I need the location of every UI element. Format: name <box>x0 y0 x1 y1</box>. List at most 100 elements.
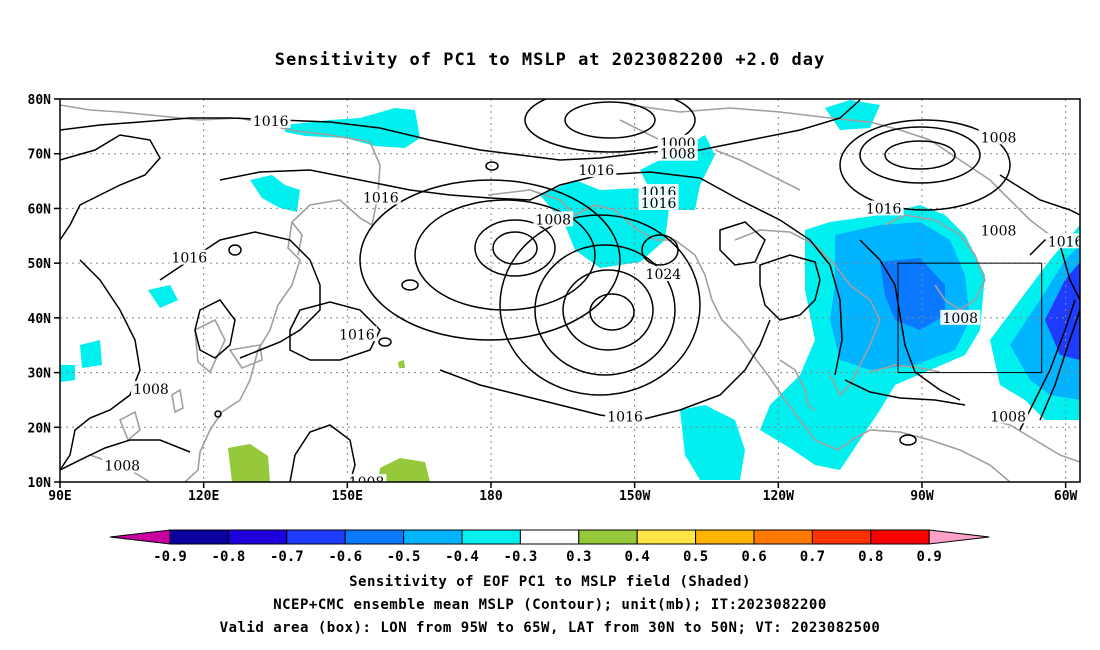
colorbar-label: 0.6 <box>741 549 766 565</box>
colorbar-label: -0.7 <box>270 549 304 565</box>
mslp-contours <box>60 99 1080 482</box>
grid-lines <box>60 99 1080 482</box>
contour-label: 1008 <box>990 409 1026 425</box>
contour-label-bg <box>978 129 1019 145</box>
contour-label-bg <box>533 211 574 227</box>
colorbar: -0.9 -0.8 -0.7 -0.6 -0.5 -0.4 -0.3 0.3 0.4 0.5 0.6… <box>109 529 990 565</box>
lon-label: 90W <box>910 489 934 504</box>
plot-frame <box>59 98 1081 483</box>
contour-label-bg <box>360 189 401 205</box>
lat-label: 10N <box>28 476 52 491</box>
colorbar-label: 0.8 <box>858 549 883 565</box>
caption-line-3: Valid area (box): LON from 95W to 65W, L… <box>219 620 881 636</box>
contour-label-bg <box>102 457 143 473</box>
shade-green-2 <box>378 458 430 482</box>
colorbar-segment <box>519 529 580 545</box>
contour-label-bg <box>940 309 981 325</box>
contour-label: 1008 <box>104 459 140 475</box>
colorbar-segment <box>636 529 697 545</box>
contour-label: 1008 <box>349 475 385 491</box>
shade-asia-cyan-3 <box>60 365 75 382</box>
lat-label: 80N <box>28 93 52 108</box>
contour-label-bg <box>1045 233 1080 249</box>
lon-label: 180 <box>479 489 503 504</box>
lon-label: 120W <box>763 489 794 504</box>
shade-siberia-cyan <box>250 175 300 212</box>
colorbar-segment <box>578 529 638 545</box>
contour-label-bg <box>130 380 171 396</box>
colorbar-label: -0.4 <box>445 549 479 565</box>
contour-label: 1008 <box>981 130 1017 146</box>
colorbar-segment <box>870 529 930 545</box>
colorbar-label: 0.7 <box>800 549 825 565</box>
shade-asia-cyan-2 <box>80 340 102 368</box>
contour-label: 1016 <box>253 114 289 130</box>
contour-label: 1024 <box>646 267 682 283</box>
contour-label-bg <box>978 222 1019 238</box>
colorbar-label: -0.6 <box>328 549 362 565</box>
contour-label: 1008 <box>535 212 571 228</box>
colorbar-label: -0.5 <box>387 549 421 565</box>
contour-label-bg <box>346 474 387 482</box>
caption-line-2: NCEP+CMC ensemble mean MSLP (Contour); u… <box>273 597 827 613</box>
colorbar-segment <box>811 529 872 545</box>
contour-label-bg <box>169 249 210 265</box>
longitude-labels: 90E 120E 150E 180 150W 120W 90W 60W <box>48 482 1078 504</box>
contour-label: 1016 <box>641 196 677 212</box>
contour-label: 1016 <box>339 327 375 343</box>
contour-label-bg <box>657 145 698 161</box>
contour-label-bg <box>576 162 617 178</box>
contour-label-bg <box>638 194 679 210</box>
colorbar-label: 0.3 <box>566 549 591 565</box>
lat-label: 40N <box>28 312 52 327</box>
contour-label: 1016 <box>607 409 643 425</box>
contour-label-bg <box>988 408 1029 424</box>
colorbar-label: -0.9 <box>153 549 187 565</box>
colorbar-segment <box>286 529 346 545</box>
contour-label: 1008 <box>981 223 1017 239</box>
colorbar-label: 0.9 <box>917 549 942 565</box>
lat-label: 60N <box>28 202 52 217</box>
colorbar-label: -0.8 <box>212 549 246 565</box>
colorbar-label: -0.3 <box>504 549 538 565</box>
caption-line-1: Sensitivity of EOF PC1 to MSLP field (Sh… <box>349 574 751 590</box>
latitude-labels: 80N 70N 60N 50N 40N 30N 20N 10N <box>28 93 60 491</box>
valid-area-box <box>897 262 1043 374</box>
lat-label: 70N <box>28 148 52 163</box>
lon-label: 150W <box>619 489 650 504</box>
contour-label-bg <box>336 326 377 342</box>
shade-na-deep <box>880 258 945 330</box>
contour-label: 1016 <box>1048 234 1084 250</box>
colorbar-segment <box>344 529 405 545</box>
shade-asia-cyan-1 <box>148 285 178 308</box>
contour-label-bg <box>605 408 646 424</box>
contour-label: 1016 <box>363 190 399 206</box>
colorbar-segment <box>461 529 521 545</box>
colorbar-label: 0.5 <box>683 549 708 565</box>
contour-label: 1016 <box>866 201 902 217</box>
shade-green-1 <box>228 444 270 482</box>
lat-label: 30N <box>28 367 52 382</box>
shade-mexico-cyan <box>680 405 745 480</box>
colorbar-segment <box>695 529 755 545</box>
contour-label-bg <box>643 266 684 282</box>
lon-label: 150E <box>332 489 363 504</box>
contour-label-bg <box>250 112 291 128</box>
contour-label: 1008 <box>133 382 169 398</box>
contour-label: 1008 <box>660 147 696 163</box>
lat-label: 50N <box>28 257 52 272</box>
contour-label: 1016 <box>579 163 615 179</box>
colorbar-segment <box>169 529 229 545</box>
lon-label: 90E <box>48 489 71 504</box>
colorbar-high-triangle <box>928 529 990 545</box>
shade-alaska-cyan <box>540 180 670 268</box>
colorbar-low-triangle <box>109 529 171 545</box>
contour-label: 1016 <box>171 251 207 267</box>
contour-label-bg <box>863 200 904 216</box>
colorbar-label: 0.4 <box>625 549 650 565</box>
colorbar-segment <box>403 529 463 545</box>
sensitivity-shading <box>60 100 1080 482</box>
plot-title: Sensitivity of PC1 to MSLP at 2023082200… <box>274 50 826 70</box>
